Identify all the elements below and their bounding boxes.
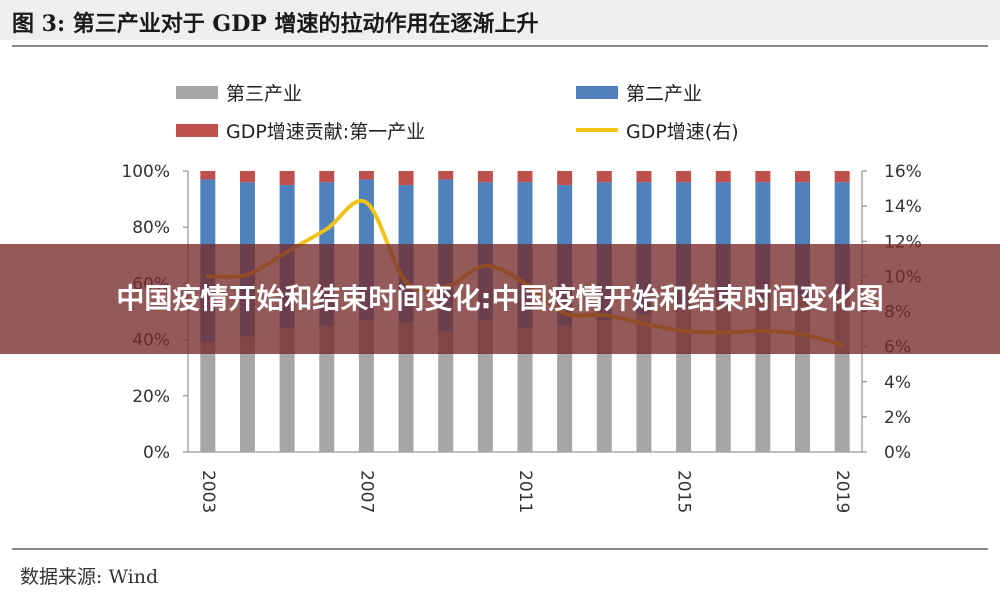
bar-primary <box>358 171 374 180</box>
chart-legend: 第三产业 第二产业 GDP增速贡献:第一产业 GDP增速(右) <box>176 83 739 143</box>
bar-primary <box>279 171 295 186</box>
y-right-tick-label: 4% <box>884 373 911 393</box>
bar-primary <box>715 171 731 183</box>
bar-primary <box>319 171 335 183</box>
legend-label-tertiary: 第三产业 <box>226 83 302 105</box>
x-tick-label: 2015 <box>674 470 694 513</box>
y-left-tick-label: 80% <box>132 218 170 238</box>
bar-primary <box>596 171 612 183</box>
bar-tertiary <box>398 322 414 452</box>
top-rule <box>12 45 988 47</box>
overlay-caption: 中国疫情开始和结束时间变化:中国疫情开始和结束时间变化图 <box>116 282 884 315</box>
legend-swatch-tertiary <box>176 86 218 99</box>
bar-primary <box>517 171 533 183</box>
y-left-tick-label: 0% <box>143 443 170 463</box>
x-tick-label: 2003 <box>198 470 218 513</box>
bar-primary <box>200 171 216 180</box>
bar-primary <box>636 171 652 183</box>
bar-tertiary <box>438 331 454 452</box>
bar-primary <box>676 171 692 183</box>
x-tick-label: 2011 <box>515 470 535 513</box>
bar-tertiary <box>279 328 295 452</box>
bar-tertiary <box>239 336 255 452</box>
bar-tertiary <box>319 325 335 452</box>
y-right-tick-label: 14% <box>884 197 922 217</box>
legend-label-primary: GDP增速贡献:第一产业 <box>226 121 425 143</box>
figure-header: 图 3: 第三产业对于 GDP 增速的拉动作用在逐渐上升 <box>0 0 1000 40</box>
x-tick-label: 2019 <box>832 470 852 513</box>
x-tick-label: 2007 <box>356 470 376 513</box>
bar-primary <box>755 171 771 183</box>
bottom-rule <box>12 548 988 550</box>
bar-primary <box>239 171 255 183</box>
legend-label-secondary: 第二产业 <box>626 83 702 105</box>
bar-primary <box>438 171 454 180</box>
y-right-tick-label: 2% <box>884 408 911 428</box>
overlay-banner: 中国疫情开始和结束时间变化:中国疫情开始和结束时间变化图 <box>0 244 1000 354</box>
figure-title: 图 3: 第三产业对于 GDP 增速的拉动作用在逐渐上升 <box>12 11 539 37</box>
legend-label-gdp: GDP增速(右) <box>626 121 739 143</box>
legend-swatch-primary <box>176 124 218 137</box>
bar-tertiary <box>200 342 216 452</box>
y-right-tick-label: 0% <box>884 443 911 463</box>
bar-primary <box>834 171 850 183</box>
legend-swatch-secondary <box>576 86 618 99</box>
bar-primary <box>398 171 414 186</box>
bar-tertiary <box>517 328 533 452</box>
bar-tertiary <box>557 325 573 452</box>
bar-primary <box>795 171 811 183</box>
source-note: 数据来源: Wind <box>20 566 159 588</box>
y-right-tick-label: 16% <box>884 162 922 182</box>
bar-primary <box>477 171 493 183</box>
bar-primary <box>557 171 573 186</box>
y-left-tick-label: 20% <box>132 387 170 407</box>
y-left-tick-label: 100% <box>121 162 170 182</box>
